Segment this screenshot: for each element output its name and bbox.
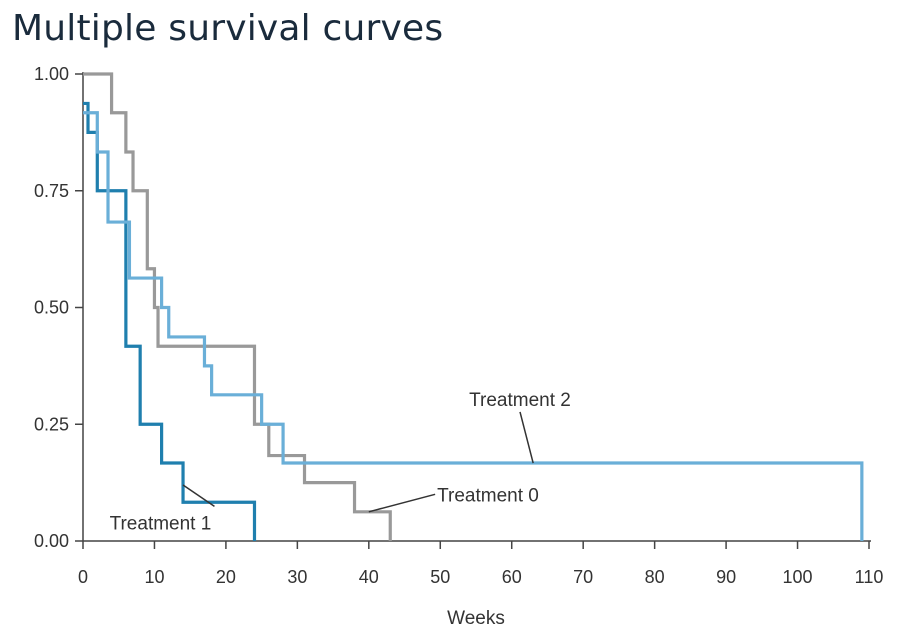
annotation-leader: [182, 484, 215, 507]
annotation-label: Treatment 2: [469, 390, 571, 411]
x-tick-label: 90: [716, 567, 736, 587]
axes: 0.00 0.25 0.50 0.75 1.00 0 10 20 30 40 50 60 70 80 90 1…: [34, 64, 883, 587]
y-tick-label: 0.00: [34, 531, 69, 551]
annotation-label: Treatment 0: [437, 485, 539, 506]
x-tick-label: 80: [645, 567, 665, 587]
y-tick-label: 1.00: [34, 64, 69, 84]
chart-title: Multiple survival curves: [12, 8, 444, 49]
curve-treatment-1: [83, 101, 257, 541]
annotations: Treatment 2 Treatment 0 Treatment 1: [110, 390, 571, 534]
y-tick-label: 0.50: [34, 298, 69, 318]
annotation-leader: [368, 493, 436, 513]
x-tick-label: 10: [144, 567, 164, 587]
x-tick-label: 110: [855, 567, 884, 587]
x-axis-title: Weeks: [447, 608, 505, 629]
annotation-label: Treatment 1: [110, 513, 212, 534]
x-tick-label: 50: [430, 567, 450, 587]
x-tick-label: 30: [287, 567, 307, 587]
curve-treatment-2: [83, 111, 864, 541]
curves: [83, 72, 864, 541]
y-tick-label: 0.25: [34, 414, 69, 434]
x-tick-label: 60: [502, 567, 522, 587]
x-tick-label: 70: [573, 567, 593, 587]
curve-treatment-0: [83, 72, 392, 541]
x-tick-label: 20: [216, 567, 236, 587]
x-tick-label: 0: [78, 567, 88, 587]
x-tick-label: 40: [359, 567, 379, 587]
x-tick-label: 100: [783, 567, 813, 587]
y-tick-label: 0.75: [34, 181, 69, 201]
annotation-leader: [519, 411, 534, 464]
